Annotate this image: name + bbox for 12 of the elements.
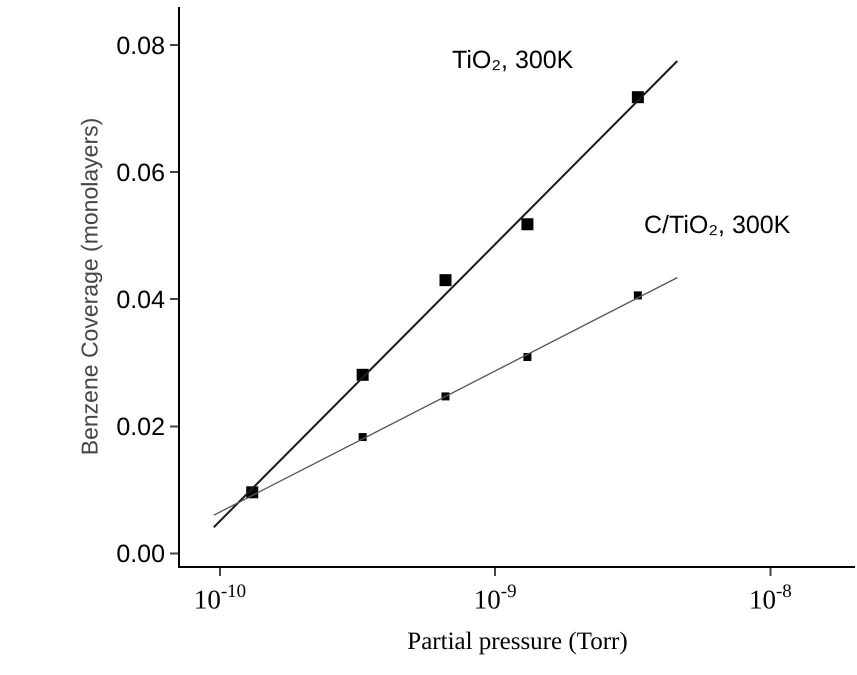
x-tick-label: 10$^{-9}$: [474, 581, 517, 614]
y-tick-label: 0.06: [116, 158, 165, 187]
x-tick-label: 10$^{-10}$: [194, 581, 246, 614]
y-tick-label: 0.02: [116, 413, 165, 441]
x-tick-label: 10$^{-8}$: [748, 581, 792, 614]
text: TiO₂, 300K: [452, 46, 574, 74]
text: C/TiO₂, 300K: [644, 211, 791, 239]
y-tick-label: 0.04: [116, 286, 166, 314]
y-tick-label: 0.00: [116, 540, 165, 568]
x-axis-title: Partial pressure (Torr): [407, 628, 628, 655]
y-axis-title: Benzene Coverage (monolayers): [76, 118, 102, 456]
y-tick-label: 0.08: [116, 32, 165, 60]
